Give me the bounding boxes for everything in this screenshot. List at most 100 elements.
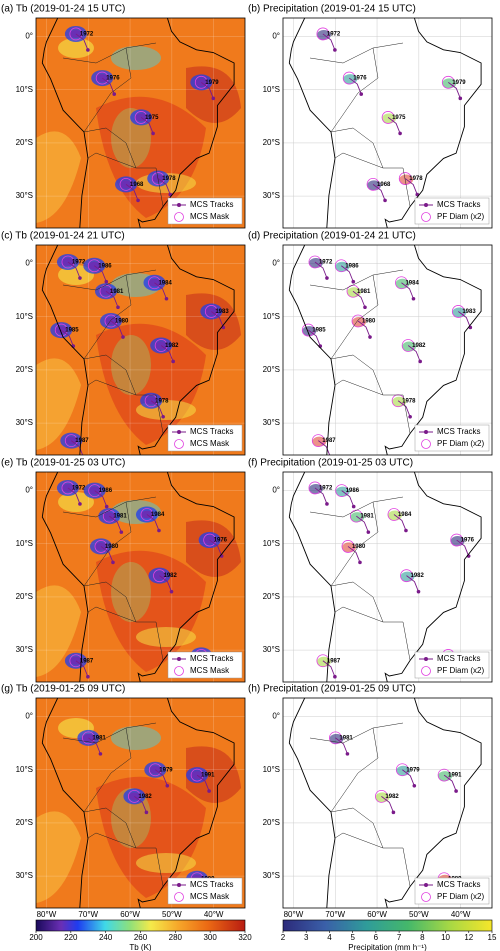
map-panel: 19811979199119821989 (283, 698, 492, 908)
mcs-label: 1978 (409, 176, 423, 182)
mcs-position (171, 359, 175, 364)
mcs-position (111, 560, 115, 565)
y-tick-label: 0° (272, 486, 280, 495)
y-tick-label: 20°S (263, 138, 280, 147)
mcs-label: 1976 (214, 538, 228, 544)
mcs-track (109, 515, 122, 533)
mcs-label: 1981 (357, 289, 371, 295)
mcs-mask (451, 305, 465, 318)
mcs-track (357, 320, 371, 338)
y-tick-label: 0° (25, 32, 33, 41)
mcs-label: 1980 (105, 544, 119, 550)
colorbar (282, 919, 493, 932)
mcs-label: 1972 (80, 32, 94, 38)
y-tick-label: 30°S (16, 418, 33, 427)
y-tick-label: 20°S (263, 592, 280, 601)
map-panel: 1972 1986 1984 1981 1980 1985 1983 1982 1978 1987 (283, 245, 492, 455)
mcs-mask (69, 654, 83, 668)
colorbar-tick-label: 10 (441, 933, 450, 942)
y-tick-label: 0° (272, 32, 280, 41)
panel-title: (g) Tb (2019-01-25 09 UTC) (1, 684, 125, 695)
mcs-track (67, 487, 81, 505)
mcs-label: 1987 (327, 658, 341, 664)
mcs-position (104, 504, 109, 509)
mcs-position (112, 92, 117, 96)
mcs-track (458, 311, 471, 328)
mcs-mask (308, 481, 322, 495)
y-tick-label: 10°S (16, 539, 33, 548)
mcs-label: 1987 (322, 438, 336, 444)
mcs-label: 1985 (312, 328, 326, 334)
legend-label: PF Diam (x2) (437, 666, 484, 675)
mcs-track (335, 737, 348, 755)
legend-label: PF Diam (x2) (437, 212, 484, 221)
mcs-label: 1972 (327, 32, 341, 38)
legend-mask (421, 892, 431, 902)
legend-track-dot (177, 657, 181, 661)
map-panel: 19811979199119821989 (36, 698, 245, 908)
mcs-mask (154, 339, 168, 352)
mcs-label: 1980 (115, 319, 129, 325)
mcs-mask (450, 533, 464, 547)
mcs-track (314, 261, 328, 279)
legend-box (414, 424, 490, 452)
map-frame (282, 697, 493, 909)
y-tick-label: 10°S (263, 312, 280, 321)
legend-mask (421, 666, 431, 676)
legend-track-dot (424, 883, 428, 887)
mcs-label: 1980 (362, 319, 376, 325)
x-tick-label: 50°W (409, 910, 429, 919)
mcs-mask (342, 71, 356, 85)
legend-track-dot (177, 430, 181, 434)
mcs-label: 1978 (162, 176, 176, 182)
colorbar-tick-label: 280 (169, 933, 183, 942)
mcs-label: 1984 (158, 280, 172, 286)
y-tick-label: 20°S (263, 365, 280, 374)
mcs-mask (82, 731, 95, 745)
mcs-label: 1972 (319, 486, 333, 492)
map-frame (35, 697, 246, 909)
y-tick-label: 20°S (16, 818, 33, 827)
mcs-position (418, 359, 422, 364)
mcs-track (201, 81, 214, 99)
legend-label: MCS Mask (190, 892, 230, 901)
mcs-track (209, 539, 223, 557)
mcs-mask (316, 27, 330, 41)
mcs-track (60, 329, 74, 347)
mcs-track (402, 769, 415, 786)
mcs-label: 1980 (352, 544, 366, 550)
panel-title: (c) Tb (2019-01-24 21 UTC) (1, 231, 125, 242)
mcs-label: 1968 (130, 182, 144, 188)
y-tick-label: 20°S (16, 138, 33, 147)
mcs-label: 1983 (215, 309, 229, 315)
mcs-track (154, 282, 167, 299)
mcs-track (352, 290, 366, 308)
mcs-mask (148, 763, 162, 777)
mcs-track (67, 261, 81, 279)
mcs-track (307, 329, 321, 347)
x-tick-label: 40°W (204, 910, 224, 919)
colorbar-tick-label: 3 (304, 933, 309, 942)
mcs-position (345, 752, 350, 756)
legend-track-dot (424, 430, 428, 434)
mcs-mask (69, 27, 83, 41)
x-tick-label: 80°W (284, 910, 304, 919)
mcs-label: 1982 (138, 794, 152, 800)
x-tick-label: 60°W (120, 910, 140, 919)
mcs-position (325, 502, 329, 506)
mcs-mask (204, 305, 218, 318)
y-tick-label: 0° (25, 259, 33, 268)
legend-track-dot (424, 203, 428, 207)
legend-mask (174, 212, 184, 222)
mcs-position (383, 198, 387, 203)
mcs-position (116, 305, 120, 310)
mcs-position (78, 276, 82, 280)
mcs-label: 1976 (353, 76, 367, 82)
mcs-mask (316, 654, 330, 668)
legend-mask (421, 439, 431, 449)
x-tick-label: 70°W (325, 910, 345, 919)
colorbar-tick-label: 260 (134, 933, 148, 942)
x-tick-label: 70°W (78, 910, 98, 919)
mcs-position (151, 131, 155, 136)
y-tick-label: 20°S (263, 818, 280, 827)
